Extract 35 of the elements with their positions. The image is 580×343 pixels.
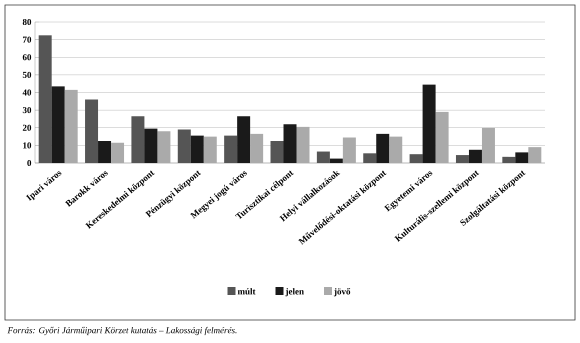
y-tick-label: 70 <box>22 36 32 43</box>
bar <box>330 158 343 163</box>
bar <box>224 136 238 163</box>
bar <box>376 134 390 163</box>
legend-label: jelen <box>285 288 304 296</box>
legend-label: jövő <box>334 288 350 296</box>
bar <box>237 116 250 163</box>
bar <box>363 153 376 163</box>
bar <box>144 128 158 163</box>
bar <box>502 156 516 163</box>
bar <box>456 155 469 163</box>
bar <box>422 84 436 163</box>
bar <box>316 152 330 163</box>
bar <box>98 140 112 163</box>
bar <box>410 154 423 163</box>
y-tick-label: 20 <box>22 124 32 131</box>
bar <box>515 152 528 163</box>
y-tick-label: 40 <box>22 89 32 96</box>
y-tick-label: 60 <box>22 54 32 60</box>
bar <box>468 150 482 163</box>
y-tick-label: 80 <box>22 18 32 26</box>
y-tick-label: 30 <box>22 107 32 114</box>
bar <box>178 130 191 163</box>
bar <box>270 140 284 163</box>
bar <box>38 35 52 163</box>
bar <box>85 100 98 163</box>
legend-label: múlt <box>238 288 256 294</box>
y-tick-label: 50 <box>22 72 32 78</box>
y-tick-label: 0 <box>27 160 32 166</box>
bar <box>131 116 144 163</box>
bar <box>190 136 204 163</box>
bar <box>52 86 65 163</box>
y-tick-label: 10 <box>23 142 32 148</box>
bar <box>284 124 297 163</box>
text: Forrás: Győri Járműipari Körzet kutatás – Lakossági felmérés. <box>7 326 236 336</box>
